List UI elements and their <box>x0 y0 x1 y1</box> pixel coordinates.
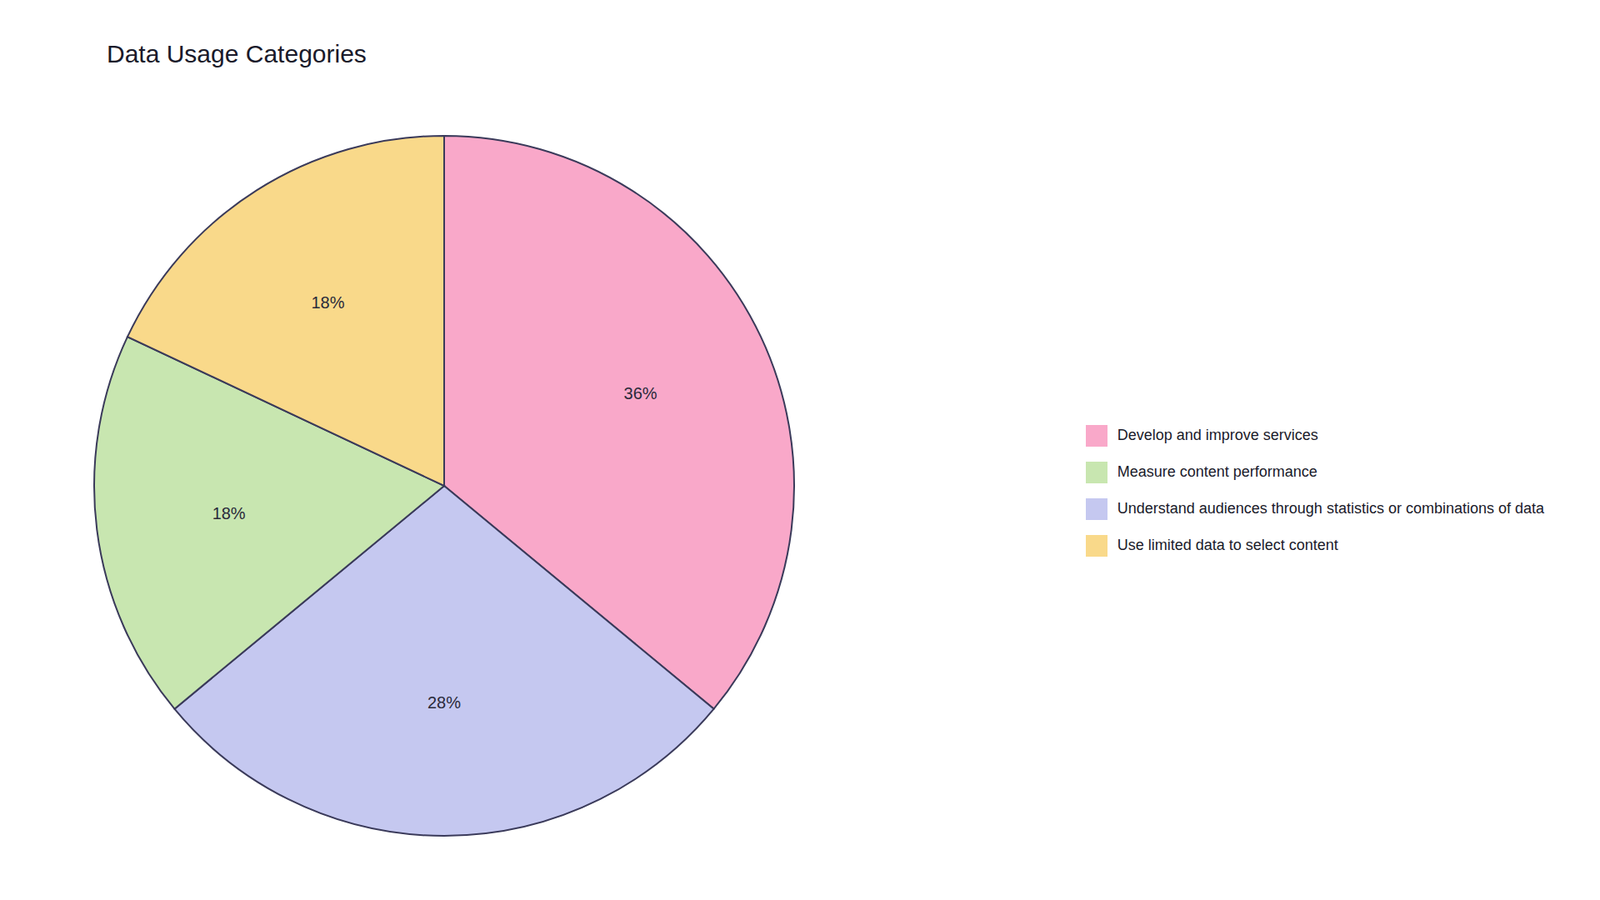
svg-text:28%: 28% <box>427 693 461 712</box>
html-text:Data Usage Categories: Data Usage Categories <box>106 40 367 68</box>
html-text:Develop and improve services: Develop and improve services <box>1117 426 1319 444</box>
html-text:Understand audiences through s: Understand audiences through statistics … <box>1117 500 1545 517</box>
svg-text:18%: 18% <box>212 504 246 523</box>
html-text:Measure content performance: Measure content performance <box>1117 463 1318 480</box>
svg-text:18%: 18% <box>310 293 345 312</box>
svg-text:36%: 36% <box>624 384 658 403</box>
html-text:Use limited data to select con: Use limited data to select content <box>1117 536 1339 554</box>
